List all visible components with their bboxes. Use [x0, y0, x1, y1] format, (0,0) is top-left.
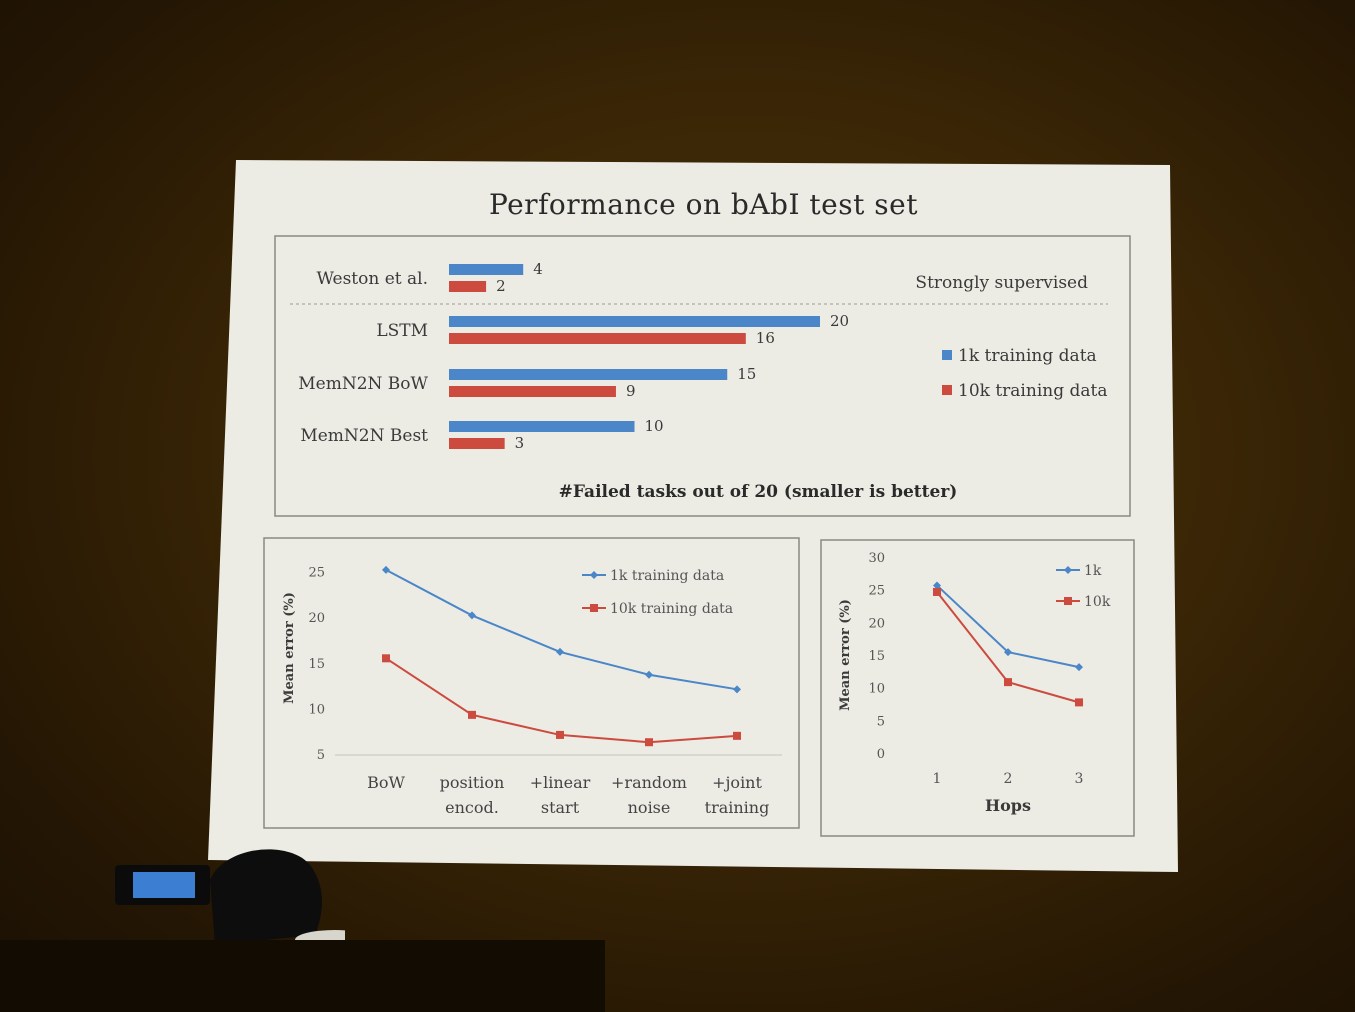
y-tick-label: 15 — [868, 649, 885, 664]
data-label: 16 — [756, 329, 775, 347]
data-point — [556, 730, 564, 739]
data-point — [382, 654, 390, 663]
series-line-10k — [385, 657, 738, 744]
y-tick-label: 5 — [317, 748, 325, 763]
legend-marker — [590, 604, 598, 612]
data-point — [733, 685, 741, 694]
data-point — [933, 587, 941, 596]
data-point — [1004, 648, 1012, 657]
x-tick-label: 2 — [1004, 771, 1013, 787]
y-tick-label: 25 — [308, 566, 325, 581]
y-tick-label: 25 — [868, 584, 885, 599]
legend-marker — [1064, 566, 1072, 574]
data-label: 9 — [626, 382, 636, 400]
y-tick-label: 15 — [308, 657, 325, 672]
bar-1k — [449, 316, 820, 327]
bar-1k — [449, 421, 635, 432]
legend-label: 1k training data — [610, 568, 724, 584]
y-tick-label: 5 — [877, 714, 885, 729]
bar-1k — [449, 369, 728, 380]
data-point — [1075, 698, 1083, 707]
data-point — [733, 731, 741, 740]
y-tick-label: 20 — [868, 616, 885, 631]
data-point — [933, 581, 941, 590]
x-tick-label: position — [440, 773, 505, 792]
y-tick-label: 20 — [308, 611, 325, 626]
annotation-label: Strongly supervised — [915, 273, 1088, 293]
data-label: 20 — [830, 312, 849, 330]
legend-label: 1k training data — [958, 346, 1097, 366]
data-point — [556, 647, 564, 656]
category-label: MemN2N BoW — [298, 374, 428, 394]
x-tick-label: start — [541, 798, 580, 817]
bar-chart-frame — [274, 235, 1131, 517]
y-tick-label: 0 — [877, 747, 885, 762]
x-tick-label: encod. — [445, 798, 499, 817]
slide-title: Performance on bAbI test set — [489, 188, 918, 221]
data-label: 3 — [515, 434, 525, 452]
x-tick-label: BoW — [367, 773, 405, 792]
bar-10k — [449, 281, 487, 292]
legend-label: 10k training data — [958, 381, 1107, 401]
data-point — [1075, 663, 1083, 672]
x-tick-label: noise — [628, 798, 671, 817]
x-tick-label: +linear — [530, 773, 591, 792]
data-point — [468, 710, 476, 719]
hops-chart-frame — [820, 539, 1135, 837]
x-tick-label: 3 — [1075, 771, 1084, 787]
legend-label: 10k training data — [610, 601, 733, 617]
desk — [0, 940, 605, 1012]
category-label: MemN2N Best — [300, 426, 428, 446]
line-chart-frame — [263, 537, 800, 829]
legend-marker — [590, 571, 598, 579]
bar-10k — [449, 438, 505, 449]
bar-1k — [449, 264, 524, 275]
data-label: 2 — [496, 277, 506, 295]
data-point — [382, 565, 390, 574]
data-point — [645, 670, 653, 679]
bar-10k — [449, 386, 616, 397]
projector-silhouette — [115, 849, 345, 950]
data-point — [1004, 678, 1012, 687]
x-axis-title: #Failed tasks out of 20 (smaller is bett… — [559, 482, 958, 502]
legend-label: 10k — [1084, 594, 1111, 610]
legend-marker — [1064, 597, 1072, 605]
x-axis-title: Hops — [985, 796, 1031, 815]
bar-10k — [449, 333, 746, 344]
legend-label: 1k — [1084, 563, 1102, 579]
x-tick-label: 1 — [933, 771, 942, 787]
x-tick-label: training — [705, 798, 770, 817]
x-tick-label: +joint — [712, 773, 762, 792]
data-point — [645, 738, 653, 747]
y-axis-title: Mean error (%) — [282, 592, 297, 704]
category-label: Weston et al. — [316, 269, 428, 289]
data-label: 10 — [645, 417, 664, 435]
series-line-1k — [385, 568, 738, 691]
category-label: LSTM — [376, 321, 428, 341]
legend-marker — [942, 350, 952, 360]
y-tick-label: 10 — [868, 682, 885, 697]
data-label: 15 — [737, 365, 756, 383]
legend-marker — [942, 385, 952, 395]
y-axis-title: Mean error (%) — [838, 599, 853, 711]
data-point — [468, 611, 476, 620]
data-label: 4 — [533, 260, 543, 278]
x-tick-label: +random — [611, 773, 687, 792]
y-tick-label: 10 — [308, 702, 325, 717]
y-tick-label: 30 — [868, 551, 885, 566]
